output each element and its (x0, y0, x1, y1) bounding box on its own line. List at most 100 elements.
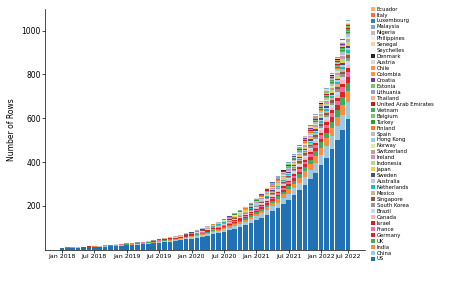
Bar (286, 184, 291, 186)
Bar (313, 125, 318, 126)
Bar (329, 83, 334, 84)
Bar (335, 105, 340, 110)
Bar (324, 125, 329, 128)
Bar (319, 104, 323, 105)
Bar (249, 223, 253, 250)
Bar (216, 228, 221, 229)
Bar (292, 188, 296, 195)
Bar (308, 170, 313, 179)
Bar (265, 191, 269, 192)
Bar (313, 130, 318, 132)
Bar (313, 143, 318, 145)
Bar (313, 123, 318, 124)
Bar (340, 46, 345, 47)
Bar (302, 147, 307, 148)
Bar (335, 89, 340, 92)
Bar (319, 118, 323, 120)
Bar (276, 184, 280, 185)
Bar (243, 219, 248, 221)
Bar (313, 129, 318, 130)
Bar (324, 97, 329, 98)
Bar (308, 148, 313, 150)
Bar (329, 80, 334, 81)
Bar (335, 79, 340, 80)
Bar (308, 138, 313, 139)
Bar (297, 149, 302, 150)
Bar (340, 84, 345, 87)
Bar (340, 55, 345, 56)
Bar (270, 191, 275, 192)
Bar (297, 150, 302, 151)
Bar (81, 247, 86, 250)
Bar (141, 243, 145, 244)
Bar (346, 32, 350, 33)
Bar (292, 181, 296, 184)
Bar (195, 236, 199, 238)
Bar (335, 80, 340, 82)
Bar (205, 236, 210, 250)
Bar (335, 60, 340, 61)
Bar (189, 236, 194, 237)
Bar (205, 230, 210, 231)
Bar (313, 127, 318, 128)
Bar (346, 29, 350, 31)
Bar (302, 171, 307, 177)
Bar (162, 240, 167, 241)
Bar (243, 215, 248, 216)
Bar (335, 101, 340, 105)
Bar (254, 203, 259, 204)
Bar (286, 172, 291, 173)
Bar (313, 173, 318, 250)
Bar (238, 215, 242, 216)
Bar (265, 193, 269, 194)
Bar (227, 219, 232, 220)
Bar (335, 110, 340, 117)
Bar (249, 211, 253, 212)
Bar (254, 206, 259, 207)
Bar (313, 148, 318, 151)
Bar (281, 176, 286, 177)
Bar (265, 207, 269, 210)
Bar (286, 194, 291, 200)
Bar (329, 81, 334, 82)
Bar (232, 217, 237, 218)
Bar (216, 227, 221, 228)
Bar (302, 185, 307, 250)
Bar (340, 49, 345, 50)
Bar (319, 124, 323, 126)
Bar (270, 196, 275, 197)
Bar (259, 198, 264, 199)
Bar (254, 220, 259, 250)
Bar (227, 230, 232, 250)
Bar (335, 66, 340, 67)
Bar (286, 175, 291, 176)
Bar (324, 88, 329, 89)
Bar (297, 158, 302, 159)
Bar (308, 145, 313, 146)
Bar (292, 176, 296, 178)
Bar (189, 235, 194, 236)
Bar (265, 192, 269, 193)
Bar (216, 225, 221, 226)
Bar (249, 213, 253, 214)
Bar (324, 93, 329, 94)
Bar (346, 26, 350, 27)
Bar (211, 226, 215, 227)
Bar (319, 135, 323, 139)
Bar (324, 91, 329, 92)
Bar (335, 58, 340, 59)
Bar (319, 133, 323, 135)
Bar (346, 91, 350, 102)
Bar (243, 212, 248, 213)
Bar (259, 211, 264, 213)
Bar (302, 177, 307, 185)
Bar (302, 141, 307, 142)
Bar (319, 139, 323, 142)
Bar (302, 148, 307, 149)
Bar (324, 92, 329, 93)
Bar (259, 205, 264, 206)
Bar (308, 135, 313, 136)
Bar (313, 132, 318, 133)
Bar (329, 128, 334, 136)
Bar (130, 245, 135, 250)
